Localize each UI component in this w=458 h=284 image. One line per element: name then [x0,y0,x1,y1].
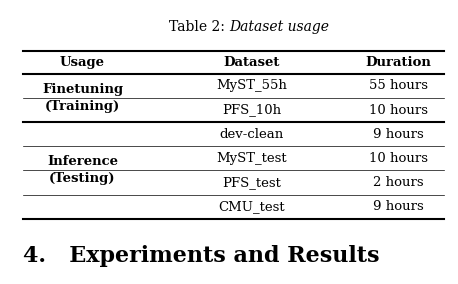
Text: 10 hours: 10 hours [369,104,428,116]
Text: 55 hours: 55 hours [369,80,428,92]
Text: PFS_test: PFS_test [223,176,281,189]
Text: Usage: Usage [60,56,105,69]
Text: 2 hours: 2 hours [373,176,424,189]
Text: 4.   Experiments and Results: 4. Experiments and Results [23,245,379,267]
Text: CMU_test: CMU_test [218,200,285,213]
Text: PFS_10h: PFS_10h [222,104,282,116]
Text: 10 hours: 10 hours [369,152,428,165]
Text: Table 2:: Table 2: [169,20,229,34]
Text: dev-clean: dev-clean [220,128,284,141]
Text: 9 hours: 9 hours [373,128,424,141]
Text: 9 hours: 9 hours [373,200,424,213]
Text: Finetuning
(Training): Finetuning (Training) [42,83,123,113]
Text: Duration: Duration [365,56,431,69]
Text: MyST_55h: MyST_55h [217,80,287,92]
Text: Dataset: Dataset [224,56,280,69]
Text: Inference
(Testing): Inference (Testing) [47,155,118,185]
Text: Dataset usage: Dataset usage [229,20,329,34]
Text: MyST_test: MyST_test [217,152,287,165]
